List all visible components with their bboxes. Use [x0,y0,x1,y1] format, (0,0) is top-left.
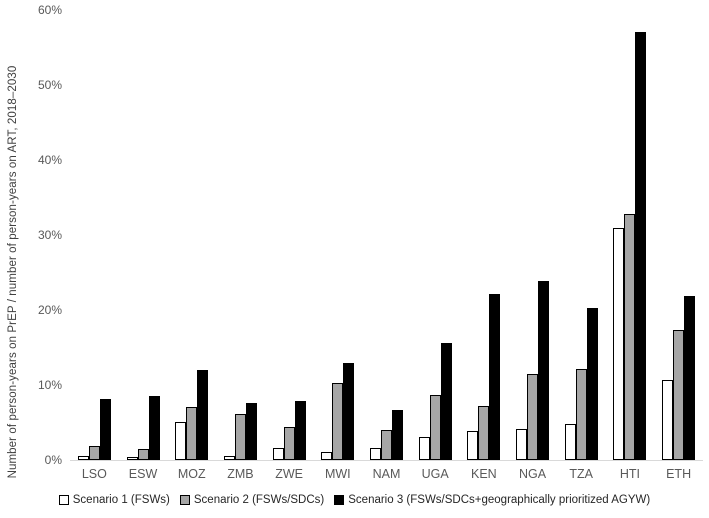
bar-series1-esw [126,457,138,460]
bar-series2-zmb [234,414,246,460]
x-category-label: LSO [81,467,107,481]
bar-series2-ken [478,406,490,460]
legend-swatch-icon [179,495,190,505]
bar-series3-moz [197,370,209,460]
bar-series3-eth [684,296,696,460]
bar-series3-lso [99,399,111,460]
bar-group-zwe [265,10,314,460]
legend-item-scenario-3: Scenario 3 (FSWs/SDCs+geographically pri… [334,494,650,506]
bar-group-uga [411,10,460,460]
bar-series1-lso [77,456,89,460]
y-tick-label: 30% [37,228,62,242]
bar-series3-uga [440,343,452,460]
y-tick-label: 20% [37,303,62,317]
x-axis-line [70,460,703,461]
bar-series1-zmb [223,456,235,460]
x-category-label: NAM [372,467,401,481]
legend-label: Scenario 2 (FSWs/SDCs) [193,494,325,506]
bar-series3-zwe [294,401,306,460]
bar-group-eth [654,10,703,460]
bar-series1-zwe [272,448,284,460]
bar-series2-mwi [332,383,344,460]
bar-groups [70,10,703,460]
x-category-label: KEN [470,467,497,481]
bar-series1-uga [418,437,430,460]
bar-series3-zmb [245,403,257,460]
bar-group-zmb [216,10,265,460]
bar-series3-mwi [343,363,355,460]
bar-series1-moz [175,422,187,460]
bar-series3-nga [538,281,550,460]
y-tick-label: 60% [37,3,62,17]
bar-series2-lso [88,446,100,460]
y-tick-label: 0% [44,453,62,467]
bar-series2-hti [624,214,636,460]
bar-series2-esw [137,449,149,460]
bar-series2-nam [380,430,392,460]
x-category-label: HTI [619,467,640,481]
x-axis-category-labels: LSO ESW MOZ ZMB ZWE MWI NAM UGA KEN NGA TZA HTI ETH [70,466,703,482]
bar-group-lso [70,10,119,460]
x-category-label: MWI [324,467,351,481]
bar-series1-nga [516,429,528,460]
x-category-label: ZMB [227,467,254,481]
x-category-label: NGA [518,467,547,481]
bar-series1-mwi [321,452,333,460]
bar-group-tza [557,10,606,460]
bar-series1-eth [662,380,674,460]
legend-label: Scenario 3 (FSWs/SDCs+geographically pri… [348,494,651,506]
bar-series2-nga [527,374,539,460]
bar-series3-hti [635,32,647,460]
y-tick-label: 40% [37,153,62,167]
bar-series3-esw [148,396,160,460]
bar-series2-zwe [283,427,295,460]
bar-series2-moz [186,407,198,460]
x-category-label: TZA [569,467,594,481]
bar-series1-nam [369,448,381,460]
bar-group-esw [119,10,168,460]
bar-group-nam [362,10,411,460]
bar-series3-ken [489,294,501,460]
bar-series1-tza [564,424,576,460]
bar-group-nga [508,10,557,460]
legend: Scenario 1 (FSWs) Scenario 2 (FSWs/SDCs) S… [0,494,709,506]
legend-label: Scenario 1 (FSWs) [72,494,170,506]
x-category-label: MOZ [177,467,206,481]
legend-item-scenario-1: Scenario 1 (FSWs) [58,494,170,506]
bar-series3-tza [586,308,598,460]
plot-area [70,10,703,461]
bar-group-mwi [313,10,362,460]
bar-group-moz [167,10,216,460]
x-category-label: ESW [128,467,158,481]
y-tick-label: 50% [37,78,62,92]
x-category-label: ZWE [275,467,303,481]
bar-series1-hti [613,228,625,460]
bar-series3-nam [391,410,403,460]
bar-series2-uga [429,395,441,460]
bar-series1-ken [467,431,479,460]
legend-swatch-icon [334,495,345,505]
bar-group-ken [460,10,509,460]
y-tick-label: 10% [37,378,62,392]
legend-item-scenario-2: Scenario 2 (FSWs/SDCs) [179,494,325,506]
x-category-label: UGA [421,467,449,481]
bar-series2-eth [673,330,685,460]
bar-group-hti [606,10,655,460]
bar-series2-tza [575,369,587,460]
legend-swatch-icon [58,495,69,505]
x-category-label: ETH [666,467,692,481]
